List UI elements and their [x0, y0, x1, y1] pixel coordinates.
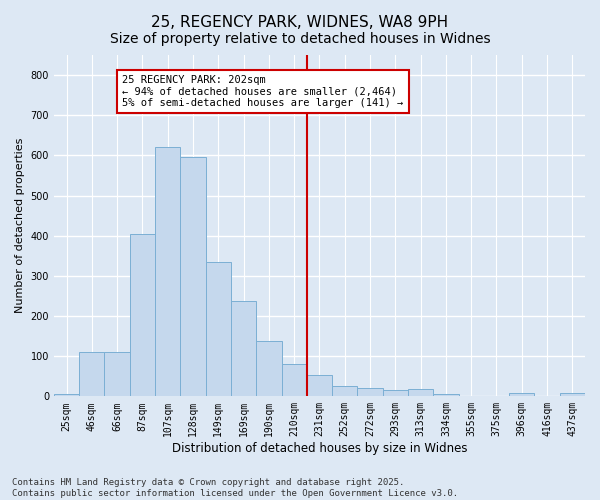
Bar: [256, 342, 281, 396]
Bar: [433, 394, 458, 396]
Bar: [358, 388, 383, 396]
Bar: [281, 364, 307, 396]
Bar: [155, 148, 181, 396]
Bar: [54, 394, 79, 396]
Bar: [332, 386, 358, 396]
Bar: [231, 301, 256, 396]
Bar: [509, 393, 535, 396]
X-axis label: Distribution of detached houses by size in Widnes: Distribution of detached houses by size …: [172, 442, 467, 455]
Bar: [408, 389, 433, 396]
Y-axis label: Number of detached properties: Number of detached properties: [15, 138, 25, 314]
Bar: [130, 234, 155, 396]
Bar: [383, 390, 408, 396]
Bar: [560, 393, 585, 396]
Text: Contains HM Land Registry data © Crown copyright and database right 2025.
Contai: Contains HM Land Registry data © Crown c…: [12, 478, 458, 498]
Text: Size of property relative to detached houses in Widnes: Size of property relative to detached ho…: [110, 32, 490, 46]
Bar: [79, 352, 104, 397]
Bar: [206, 262, 231, 396]
Text: 25 REGENCY PARK: 202sqm
← 94% of detached houses are smaller (2,464)
5% of semi-: 25 REGENCY PARK: 202sqm ← 94% of detache…: [122, 75, 403, 108]
Bar: [307, 376, 332, 396]
Bar: [181, 156, 206, 396]
Text: 25, REGENCY PARK, WIDNES, WA8 9PH: 25, REGENCY PARK, WIDNES, WA8 9PH: [151, 15, 449, 30]
Bar: [104, 352, 130, 397]
